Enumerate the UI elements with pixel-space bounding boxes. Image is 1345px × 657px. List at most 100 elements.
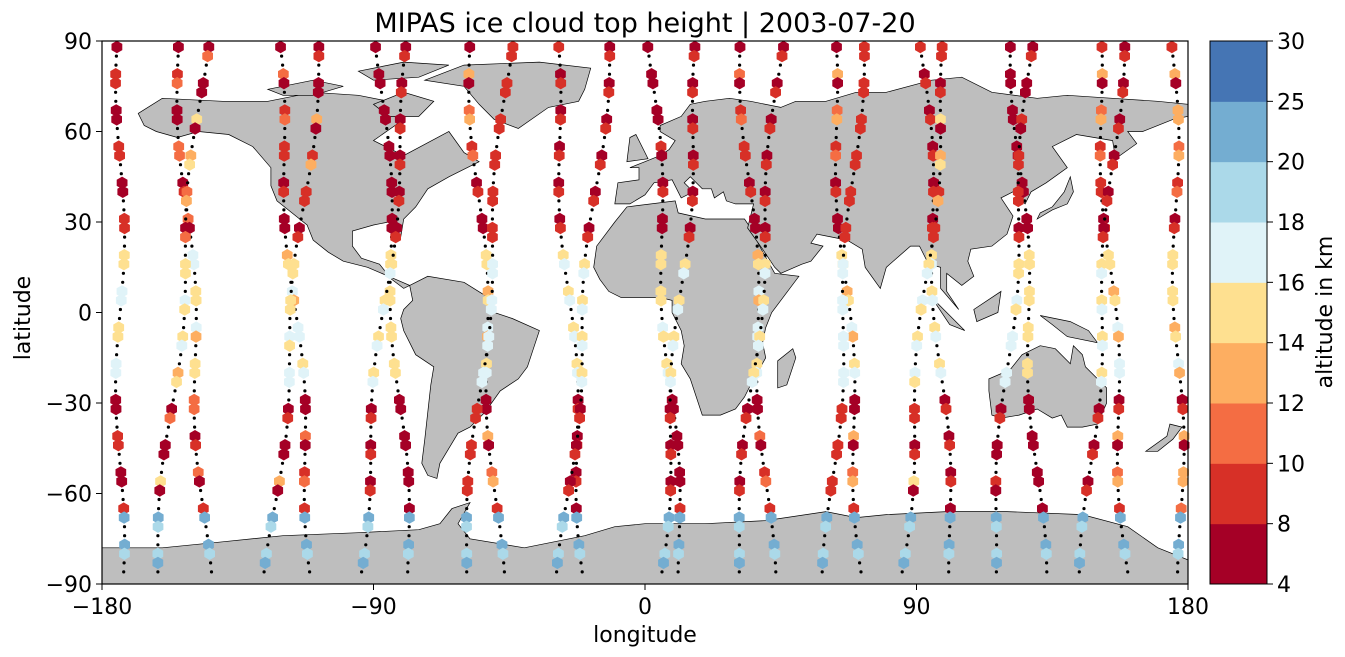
no-cloud-dot xyxy=(767,497,771,502)
no-cloud-dot xyxy=(407,488,411,493)
cloud-hexagon xyxy=(278,176,290,189)
no-cloud-dot xyxy=(175,126,180,131)
cloud-hexagon xyxy=(678,267,690,280)
no-cloud-dot xyxy=(842,362,846,366)
no-cloud-dot xyxy=(302,380,306,384)
no-cloud-dot xyxy=(114,416,118,420)
no-cloud-dot xyxy=(121,497,125,502)
no-cloud-dot xyxy=(580,353,584,357)
cloud-hexagon xyxy=(403,547,414,560)
no-cloud-dot xyxy=(1028,271,1032,275)
no-cloud-dot xyxy=(272,507,276,511)
cloud-hexagon xyxy=(384,149,396,162)
cloud-hexagon xyxy=(604,49,616,63)
no-cloud-dot xyxy=(117,452,121,456)
cloud-hexagon xyxy=(367,375,379,389)
cloud-hexagon xyxy=(559,258,570,271)
cloud-hexagon xyxy=(837,258,849,271)
no-cloud-dot xyxy=(1022,99,1026,103)
cloud-hexagon xyxy=(202,49,213,63)
no-cloud-dot xyxy=(858,561,862,565)
no-cloud-dot xyxy=(367,507,371,511)
no-cloud-dot xyxy=(841,253,846,257)
no-cloud-dot xyxy=(906,534,910,538)
cloud-hexagon xyxy=(909,448,920,461)
no-cloud-dot xyxy=(194,316,198,321)
cloud-hexagon xyxy=(687,113,698,126)
no-cloud-dot xyxy=(929,126,933,131)
no-cloud-dot xyxy=(1100,90,1104,94)
cloud-hexagon xyxy=(753,339,764,352)
no-cloud-dot xyxy=(1175,99,1179,103)
no-cloud-dot xyxy=(660,235,664,239)
cloud-hexagon xyxy=(301,538,312,551)
no-cloud-dot xyxy=(123,534,127,538)
cloud-hexagon xyxy=(300,402,311,416)
no-cloud-dot xyxy=(930,280,934,284)
no-cloud-dot xyxy=(608,63,612,67)
cloud-hexagon xyxy=(119,221,130,235)
cloud-hexagon xyxy=(472,185,484,198)
no-cloud-dot xyxy=(1012,126,1016,131)
no-cloud-dot xyxy=(918,316,922,321)
no-cloud-dot xyxy=(559,90,563,94)
no-cloud-dot xyxy=(668,389,672,393)
cloud-hexagon xyxy=(687,185,699,198)
no-cloud-dot xyxy=(835,99,840,103)
no-cloud-dot xyxy=(659,244,664,248)
no-cloud-dot xyxy=(118,461,122,465)
cloud-hexagon xyxy=(500,86,511,99)
no-cloud-dot xyxy=(484,389,488,393)
cloud-hexagon xyxy=(665,439,676,452)
no-cloud-dot xyxy=(396,389,400,393)
cloud-hexagon xyxy=(1178,439,1190,452)
cloud-hexagon xyxy=(575,402,586,416)
no-cloud-dot xyxy=(939,63,943,67)
cloud-hexagon xyxy=(742,402,753,416)
no-cloud-dot xyxy=(760,452,764,456)
no-cloud-dot xyxy=(913,389,917,393)
cloud-hexagon xyxy=(573,538,585,551)
cloud-hexagon xyxy=(847,439,859,452)
no-cloud-dot xyxy=(580,316,584,321)
no-cloud-dot xyxy=(835,54,839,58)
cloud-hexagon xyxy=(900,547,911,560)
no-cloud-dot xyxy=(183,253,187,257)
no-cloud-dot xyxy=(914,353,918,357)
no-cloud-dot xyxy=(555,570,559,574)
cloud-hexagon xyxy=(378,303,389,316)
cloud-hexagon xyxy=(114,149,125,162)
cloud-hexagon xyxy=(312,86,324,99)
land-mass xyxy=(400,275,540,479)
cloud-hexagon xyxy=(155,475,166,488)
no-cloud-dot xyxy=(757,425,761,429)
no-cloud-dot xyxy=(407,497,411,502)
cloud-hexagon xyxy=(929,221,941,235)
cloud-hexagon xyxy=(553,149,565,162)
no-cloud-dot xyxy=(299,217,303,221)
no-cloud-dot xyxy=(467,63,471,67)
no-cloud-dot xyxy=(483,362,487,366)
no-cloud-dot xyxy=(119,172,123,176)
no-cloud-dot xyxy=(204,63,208,67)
no-cloud-dot xyxy=(661,208,665,212)
cloud-hexagon xyxy=(284,375,295,389)
no-cloud-dot xyxy=(200,497,204,502)
colorbar-bin xyxy=(1210,41,1267,102)
cloud-hexagon xyxy=(403,538,414,551)
no-cloud-dot xyxy=(1105,244,1109,248)
no-cloud-dot xyxy=(913,434,917,438)
no-cloud-dot xyxy=(826,507,830,511)
no-cloud-dot xyxy=(755,244,759,248)
no-cloud-dot xyxy=(691,63,696,67)
cloud-hexagon xyxy=(284,366,295,379)
cloud-hexagon xyxy=(287,267,299,280)
no-cloud-dot xyxy=(1021,108,1025,112)
no-cloud-dot xyxy=(574,488,578,493)
no-cloud-dot xyxy=(173,389,177,393)
cloud-hexagon xyxy=(110,357,122,370)
no-cloud-dot xyxy=(1126,570,1130,574)
no-cloud-dot xyxy=(199,488,203,493)
cloud-hexagon xyxy=(1113,330,1124,343)
